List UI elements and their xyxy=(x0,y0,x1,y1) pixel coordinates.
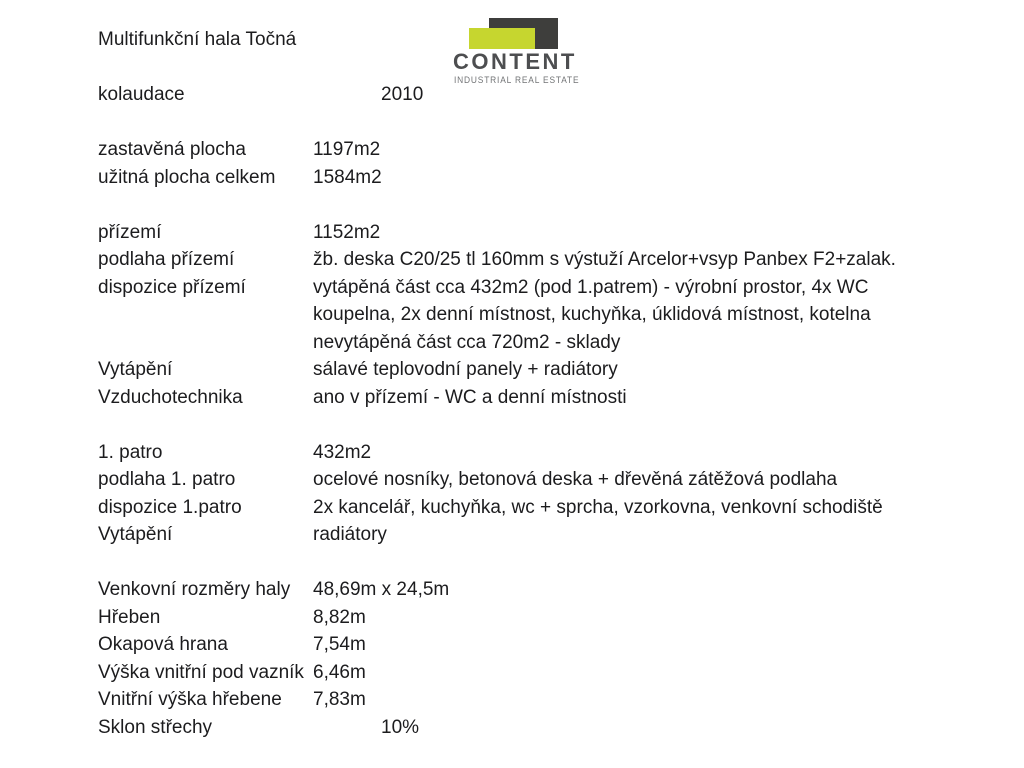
spec-value: 1197m2 xyxy=(313,139,381,160)
spec-row: Okapová hrana 7,54m xyxy=(98,631,896,659)
spec-label: Vytápění xyxy=(98,524,173,545)
spec-value: 2x kancelář, kuchyňka, wc + sprcha, vzor… xyxy=(313,496,883,518)
spec-value: 8,82m xyxy=(313,606,366,628)
spec-value: sálavé teplovodní panely + radiátory xyxy=(313,359,618,380)
spec-row: Vzduchotechnika ano v přízemí - WC a denn… xyxy=(98,384,896,412)
spec-label: podlaha přízemí xyxy=(98,249,235,270)
spec-label: dispozice přízemí xyxy=(98,276,246,298)
logo-accent-shape xyxy=(469,28,535,49)
spec-value: 48,69m x 24,5m xyxy=(313,579,450,600)
spec-label: Výška vnitřní pod vazník xyxy=(98,661,304,683)
spec-value: 1152m2 xyxy=(313,221,381,243)
spec-label: Venkovní rozměry haly xyxy=(98,579,291,600)
spec-value: 2010 xyxy=(381,84,424,105)
spec-row: přízemí 1152m2 xyxy=(98,219,896,247)
spec-value: žb. deska C20/25 tl 160mm s výstuží Arce… xyxy=(313,249,896,270)
spec-row: Vnitřní výška hřebene 7,83m xyxy=(98,686,896,714)
spec-value: 432m2 xyxy=(313,441,372,463)
content-logo: CONTENT INDUSTRIAL REAL ESTATE xyxy=(453,18,585,86)
spec-label: Vzduchotechnika xyxy=(98,386,243,408)
spec-value: 7,83m xyxy=(313,689,366,710)
spacer-row xyxy=(98,411,896,439)
spec-label: podlaha 1. patro xyxy=(98,469,236,490)
spec-row: Výška vnitřní pod vazník 6,46m xyxy=(98,659,896,687)
spec-sheet: Multifunkční hala Točná kolaudace 2010 zast… xyxy=(98,26,896,741)
spec-row: podlaha přízemí žb. deska C20/25 tl 160mm… xyxy=(98,246,896,274)
spec-row: zastavěná plocha 1197m2 xyxy=(98,136,896,164)
spacer-row xyxy=(98,191,896,219)
spec-value: ocelové nosníky, betonová deska + dřevěn… xyxy=(313,469,838,490)
spec-row: dispozice 1.patro 2x kancelář, kuchyňka, … xyxy=(98,494,896,522)
logo-tagline: INDUSTRIAL REAL ESTATE xyxy=(454,75,580,85)
spec-value: vytápěná část cca 432m2 (pod 1.patrem) -… xyxy=(313,276,869,298)
spec-row: 1. patro 432m2 xyxy=(98,439,896,467)
spec-label: Vytápění xyxy=(98,359,173,380)
logo-wordmark: CONTENT xyxy=(453,49,577,74)
spec-row: Vytápění sálavé teplovodní panely + radiá… xyxy=(98,356,896,384)
spec-label: Hřeben xyxy=(98,606,161,628)
spec-row: kolaudace 2010 xyxy=(98,81,896,109)
spec-value: 1584m2 xyxy=(313,166,382,188)
spec-label: Sklon střechy xyxy=(98,716,213,738)
spec-value: 7,54m xyxy=(313,634,366,655)
spec-value: nevytápěná část cca 720m2 - sklady xyxy=(313,331,621,353)
spec-row: Hřeben 8,82m xyxy=(98,604,896,632)
spec-value: 6,46m xyxy=(313,661,366,683)
spec-row: Vytápění radiátory xyxy=(98,521,896,549)
spec-label xyxy=(98,301,313,329)
spec-label: přízemí xyxy=(98,221,162,243)
spec-row: nevytápěná část cca 720m2 - sklady xyxy=(98,329,896,357)
spec-label: zastavěná plocha xyxy=(98,139,246,160)
spec-label: Okapová hrana xyxy=(98,634,228,655)
spec-label: dispozice 1.patro xyxy=(98,496,242,518)
spec-label xyxy=(98,329,313,357)
spec-label: 1. patro xyxy=(98,441,163,463)
spec-value: 10% xyxy=(381,716,420,738)
spec-row: užitná plocha celkem 1584m2 xyxy=(98,164,896,192)
page-title: Multifunkční hala Točná xyxy=(98,29,297,50)
spacer-row xyxy=(98,109,896,137)
spec-row: koupelna, 2x denní místnost, kuchyňka, ú… xyxy=(98,301,896,329)
spec-row: Venkovní rozměry haly 48,69m x 24,5m xyxy=(98,576,896,604)
spec-label: kolaudace xyxy=(98,84,185,105)
spacer-row xyxy=(98,54,896,82)
spec-row: dispozice přízemí vytápěná část cca 432m2… xyxy=(98,274,896,302)
spec-value: ano v přízemí - WC a denní místnosti xyxy=(313,386,627,408)
title-row: Multifunkční hala Točná xyxy=(98,26,896,54)
spacer-row xyxy=(98,549,896,577)
spec-row: Sklon střechy 10% xyxy=(98,714,896,742)
spec-label: Vnitřní výška hřebene xyxy=(98,689,282,710)
spec-row: podlaha 1. patro ocelové nosníky, betonov… xyxy=(98,466,896,494)
spec-label: užitná plocha celkem xyxy=(98,166,276,188)
spec-value: radiátory xyxy=(313,524,387,545)
spec-value: koupelna, 2x denní místnost, kuchyňka, ú… xyxy=(313,304,871,325)
